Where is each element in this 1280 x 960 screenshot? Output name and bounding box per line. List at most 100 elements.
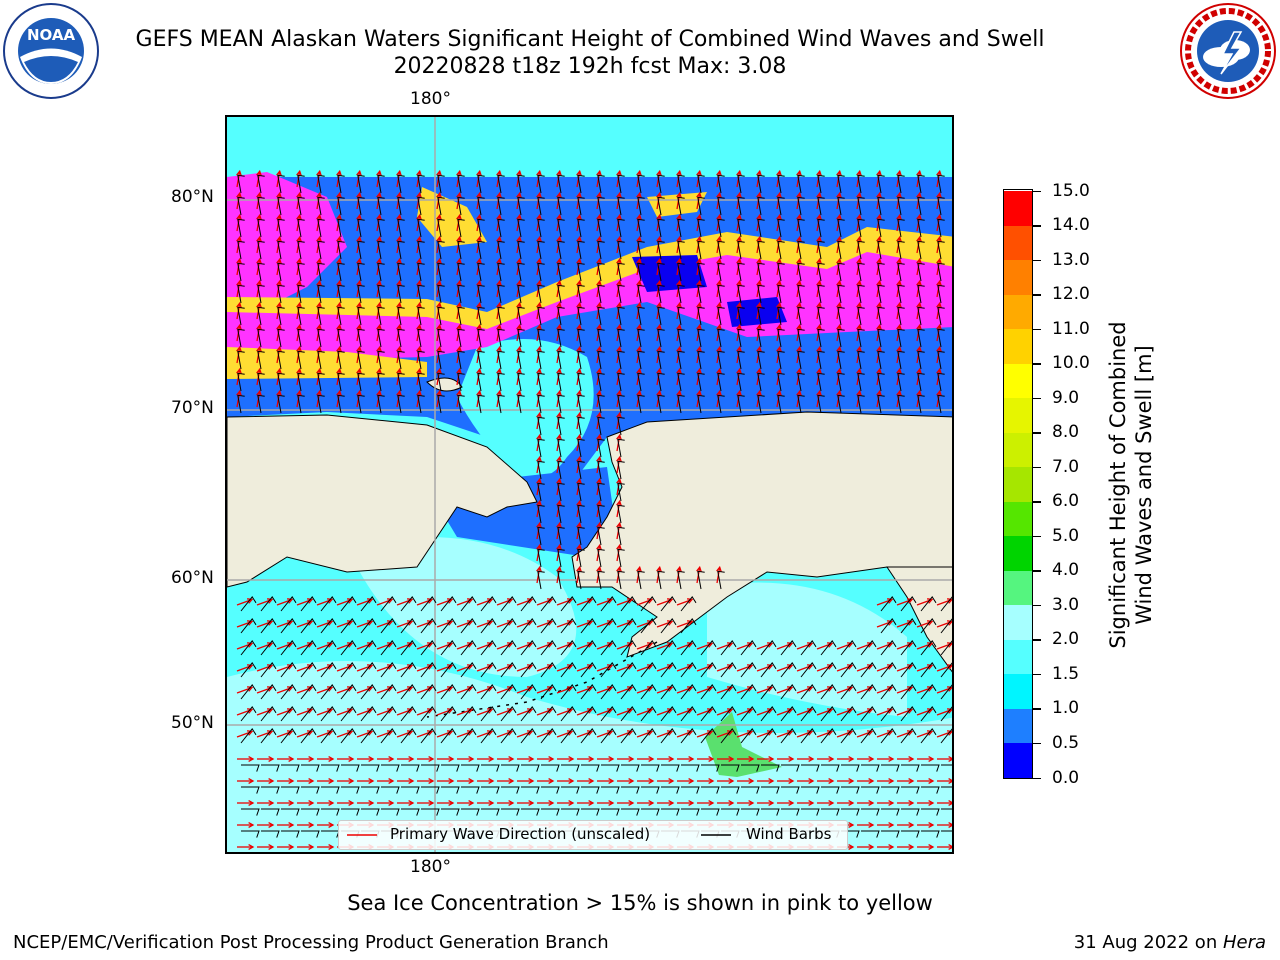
- wind-barb: [800, 640, 817, 656]
- wind-barb: [337, 240, 345, 260]
- wind-barb: [677, 196, 685, 216]
- wave-arrow-head: [368, 778, 375, 784]
- wind-barb: [861, 786, 880, 794]
- wave-arrow-head: [816, 191, 822, 199]
- wind-barb: [340, 596, 357, 612]
- wave-arrow-head: [536, 345, 542, 353]
- wind-barb: [861, 764, 880, 772]
- wave-and-wind-vectors: [236, 169, 952, 854]
- wave-arrow-head: [276, 191, 282, 199]
- wave-arrow-head: [776, 257, 782, 265]
- wave-arrow-head: [747, 686, 754, 692]
- wave-arrow-head: [568, 778, 575, 784]
- wave-arrow-head: [836, 301, 842, 309]
- wave-arrow-head: [716, 257, 722, 265]
- wind-barb: [300, 728, 317, 744]
- wave-arrow-head: [847, 708, 854, 714]
- wind-barb: [637, 328, 645, 348]
- wind-barb: [617, 570, 625, 590]
- colorbar-tick-label: 0.5: [1052, 732, 1080, 753]
- wave-arrow-head: [747, 664, 754, 670]
- wind-barb: [320, 662, 337, 678]
- wind-barb: [317, 394, 325, 414]
- wave-arrow-head: [927, 664, 934, 670]
- wave-arrow-head: [876, 301, 882, 309]
- wave-arrow-head: [296, 389, 302, 397]
- wave-arrow-head: [396, 279, 402, 287]
- wind-barb: [417, 306, 425, 326]
- wave-arrow-head: [427, 686, 434, 692]
- wave-arrow-head: [307, 730, 314, 736]
- wave-arrow-head: [347, 620, 354, 626]
- wind-barb: [477, 372, 485, 392]
- wind-barb: [877, 350, 885, 370]
- wind-barb: [637, 174, 645, 194]
- wave-arrow-head: [556, 367, 562, 375]
- wave-arrow-head: [456, 169, 462, 177]
- wind-barb: [877, 196, 885, 216]
- wave-arrow-head: [948, 800, 952, 806]
- wind-barb: [460, 640, 477, 656]
- wave-arrow-head: [316, 169, 322, 177]
- wave-arrow-head: [867, 686, 874, 692]
- wave-arrow-head: [767, 686, 774, 692]
- noaa-logo: NOAA: [2, 2, 100, 100]
- wave-arrow-head: [508, 800, 515, 806]
- wind-barb: [277, 196, 285, 216]
- wave-arrow-head: [496, 301, 502, 309]
- wind-barb: [237, 372, 245, 392]
- wave-arrow-head: [656, 213, 662, 221]
- wave-arrow-head: [576, 301, 582, 309]
- wind-barb: [700, 662, 717, 678]
- wave-arrow-head: [836, 367, 842, 375]
- colorbar-tick-label: 9.0: [1052, 387, 1080, 408]
- wind-barb: [800, 662, 817, 678]
- wave-arrow-head: [547, 620, 554, 626]
- wind-barb: [280, 684, 297, 700]
- wave-arrow-head: [788, 756, 795, 762]
- wave-arrow-head: [516, 367, 522, 375]
- wave-arrow-head: [416, 367, 422, 375]
- wind-barb: [937, 372, 945, 392]
- wind-barb: [901, 853, 919, 854]
- wave-arrow-head: [308, 800, 315, 806]
- colorbar-tick: [1033, 294, 1041, 296]
- wind-barb: [680, 684, 697, 700]
- wave-arrow-head: [716, 323, 722, 331]
- wind-barb: [700, 684, 717, 700]
- wind-barb: [617, 218, 625, 238]
- wave-arrow-head: [596, 389, 602, 397]
- wave-arrow-head: [356, 191, 362, 199]
- wind-barb: [460, 618, 477, 634]
- wave-arrow-head: [587, 730, 594, 736]
- wave-arrow-head: [896, 301, 902, 309]
- wind-barb: [497, 306, 505, 326]
- colorbar-tick: [1033, 432, 1041, 434]
- wave-arrow-head: [928, 800, 935, 806]
- wind-barb: [640, 618, 657, 634]
- wind-barb: [301, 808, 320, 816]
- wind-barb: [460, 662, 477, 678]
- colorbar-segment: [1004, 535, 1032, 571]
- wave-arrow-head: [796, 191, 802, 199]
- wave-arrow-head: [276, 301, 282, 309]
- wind-barb: [300, 684, 317, 700]
- wave-arrow-head: [708, 778, 715, 784]
- wave-arrow-head: [307, 664, 314, 670]
- wind-barb: [577, 218, 585, 238]
- wind-barb: [477, 196, 485, 216]
- wave-arrow-head: [247, 598, 254, 604]
- wave-arrow-head: [728, 756, 735, 762]
- footer-date-text: 31 Aug 2022 on: [1073, 932, 1223, 953]
- wave-arrow-head: [396, 367, 402, 375]
- wave-arrow-head: [256, 301, 262, 309]
- wind-barb: [857, 350, 865, 370]
- wave-arrow-head: [636, 323, 642, 331]
- wind-barb: [580, 728, 597, 744]
- wave-arrow-head: [536, 169, 542, 177]
- wave-arrow-head: [568, 800, 575, 806]
- wind-barb: [537, 372, 545, 392]
- wind-barb: [661, 853, 679, 854]
- wave-arrow-head: [236, 345, 242, 353]
- wave-arrow-head: [308, 778, 315, 784]
